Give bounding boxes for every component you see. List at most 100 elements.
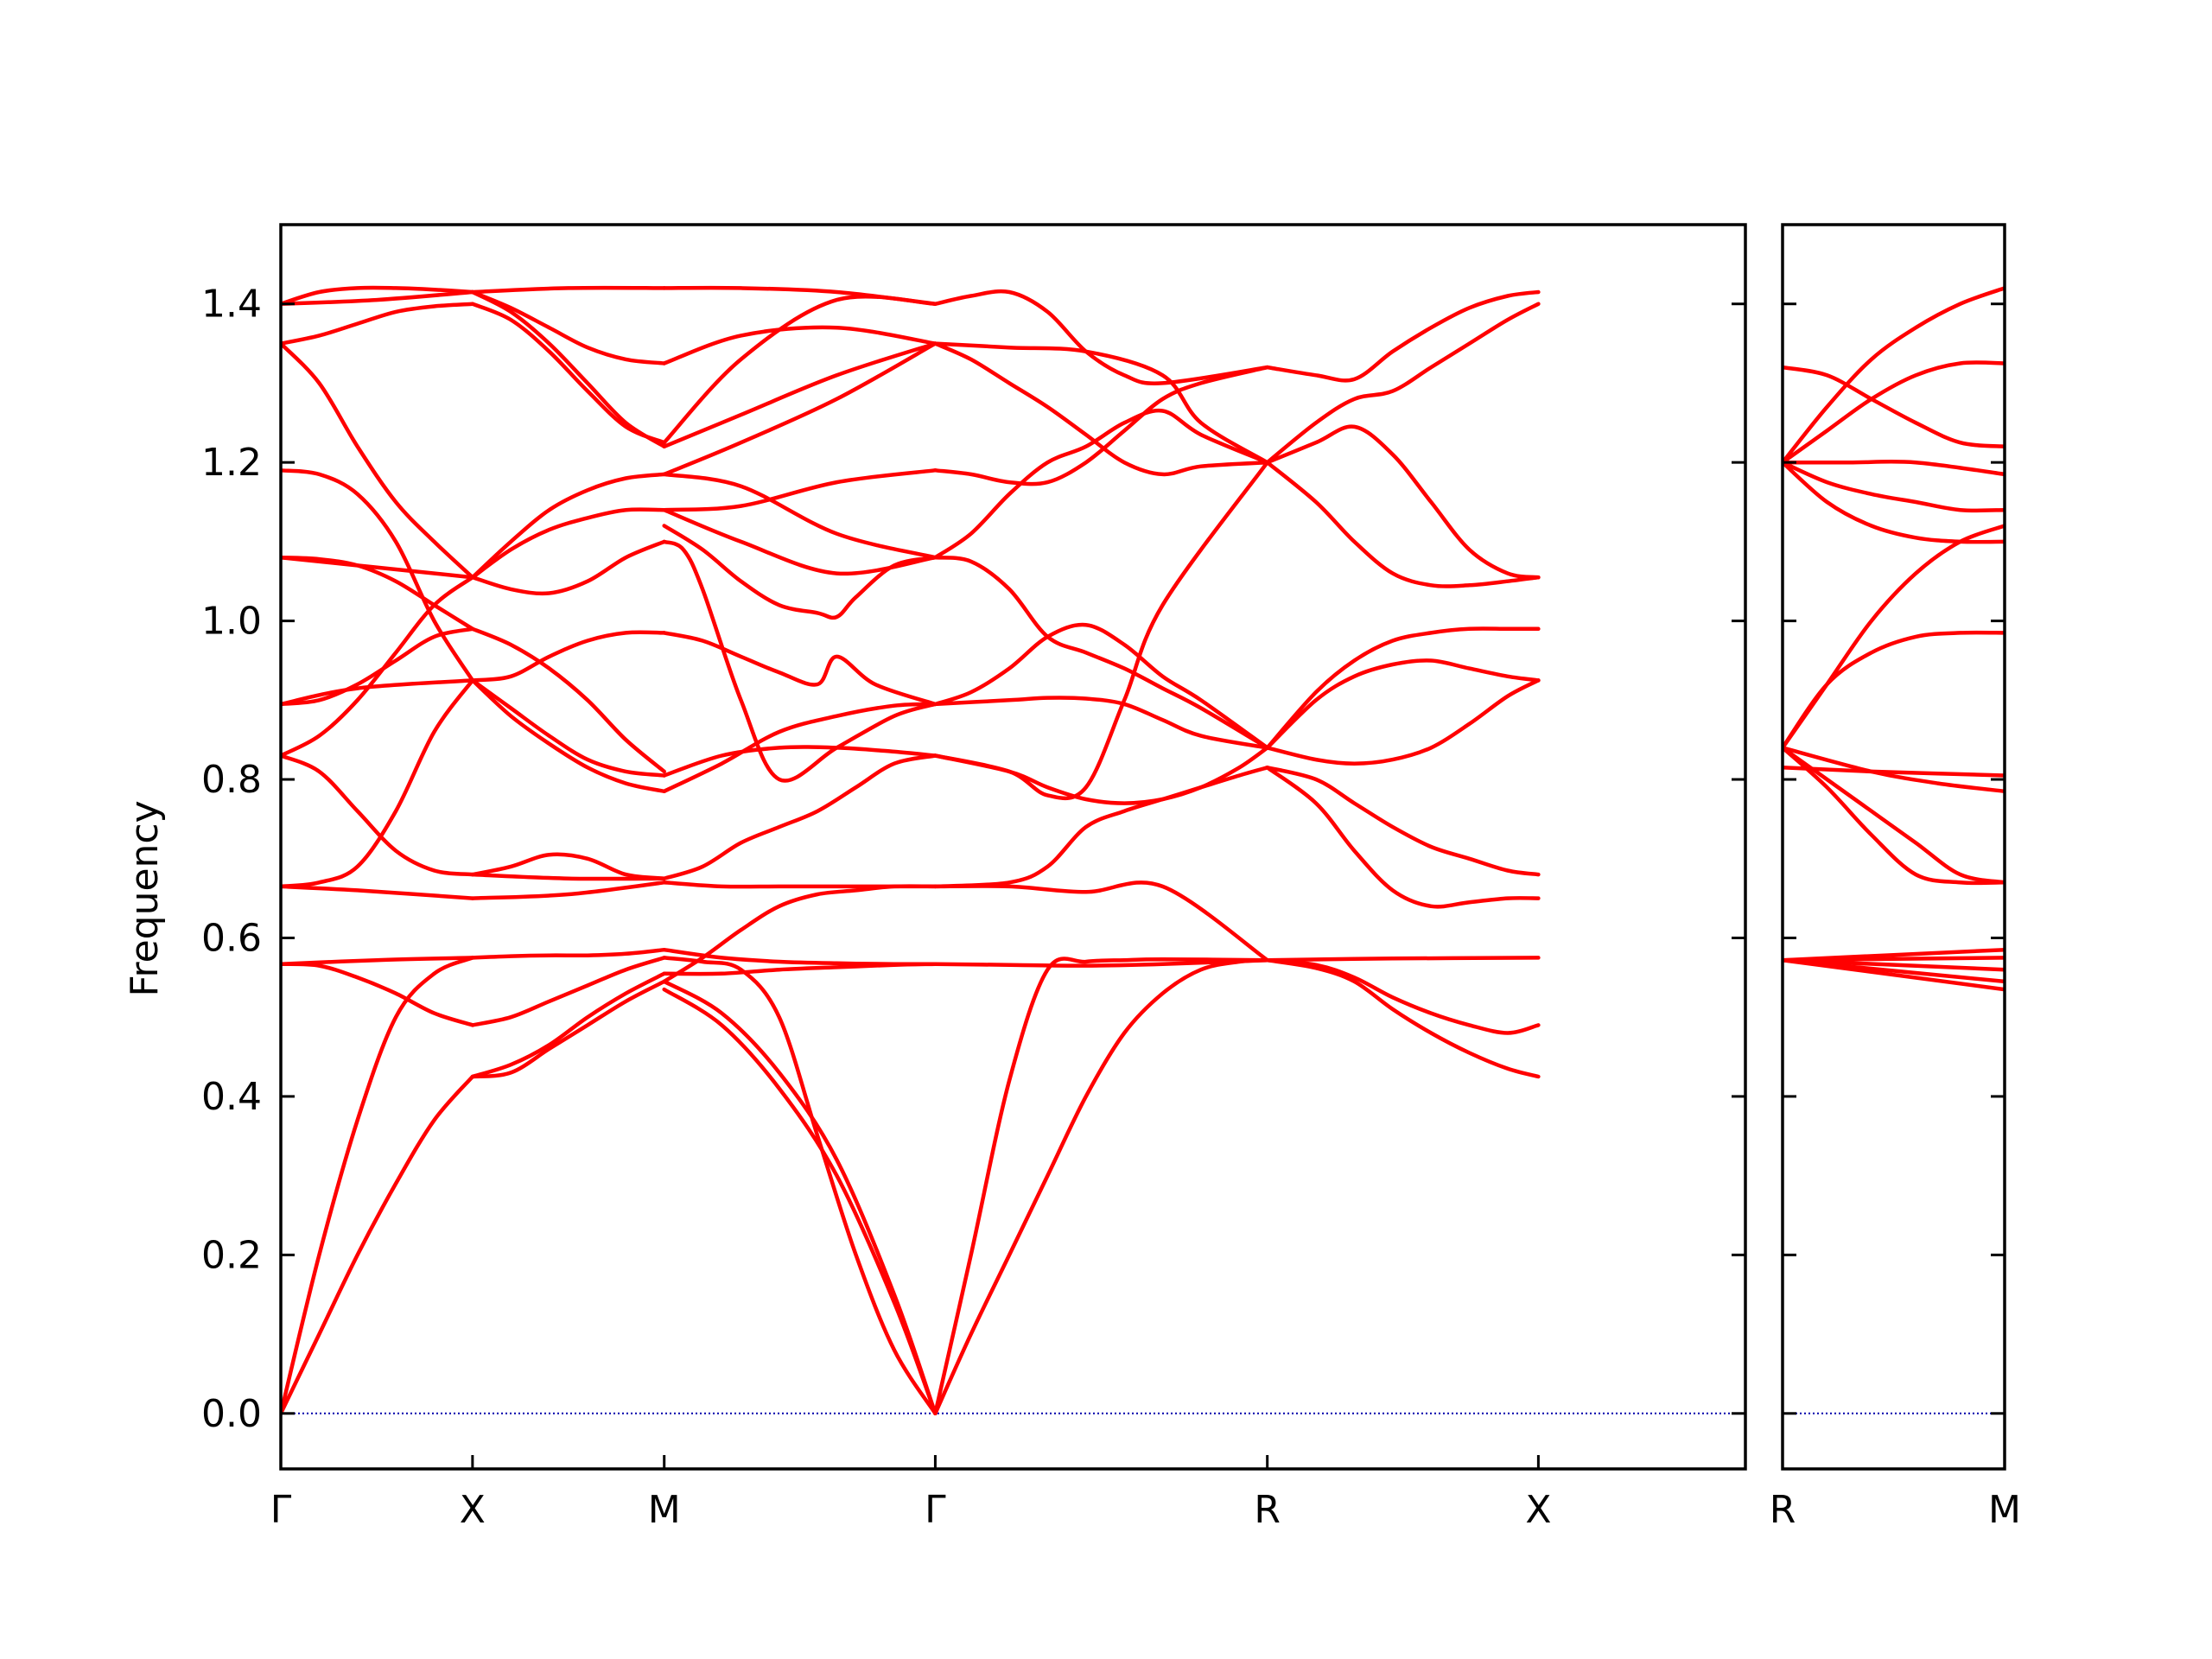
x-tick-label: Γ	[270, 1488, 292, 1532]
phonon-branch	[281, 962, 475, 1027]
phonon-branch	[662, 285, 938, 306]
phonon-branch	[281, 555, 475, 580]
phonon-branch	[281, 555, 475, 632]
phonon-branch	[470, 472, 666, 580]
phonon-branch	[933, 341, 1269, 477]
phonon-branch	[1783, 286, 2005, 465]
phonon-branch	[470, 880, 666, 900]
phonon-branch	[470, 678, 666, 778]
y-tick-label: 0.0	[201, 1392, 262, 1436]
phonon-branch	[470, 289, 666, 449]
phonon-branch	[281, 753, 475, 877]
phonon-branch	[470, 956, 666, 1027]
phonon-branch	[662, 956, 938, 1416]
phonon-branch	[933, 555, 1269, 750]
phonon-branch	[281, 884, 475, 900]
phonon-branch	[662, 524, 938, 620]
phonon-branch	[662, 753, 938, 880]
x-tick-label: M	[1988, 1488, 2021, 1532]
phonon-branch	[1265, 424, 1541, 580]
phonon-branch	[1783, 746, 2005, 886]
phonon-branch	[933, 460, 1269, 801]
phonon-branch	[281, 302, 475, 346]
phonon-branch	[933, 289, 1269, 385]
phonon-branch	[1265, 957, 1541, 1079]
phonon-branch	[470, 507, 666, 580]
y-tick-label: 1.0	[201, 600, 262, 644]
phonon-branch	[1265, 626, 1541, 750]
phonon-branch	[662, 325, 938, 365]
phonon-branch	[662, 341, 938, 477]
phonon-branch	[933, 408, 1269, 560]
phonon-branch	[662, 507, 938, 576]
phonon-branch	[1265, 957, 1541, 1035]
phonon-branch	[933, 696, 1269, 750]
y-tick-label: 1.4	[201, 283, 262, 327]
x-tick-label: Γ	[925, 1488, 946, 1532]
phonon-branch	[470, 302, 666, 445]
y-tick-label: 1.2	[201, 441, 262, 485]
phonon-branch	[662, 947, 938, 967]
phonon-branch	[1783, 957, 2005, 992]
phonon-branch	[470, 285, 666, 295]
y-tick-label: 0.4	[201, 1075, 262, 1119]
phonon-branch	[281, 626, 475, 707]
phonon-branch	[662, 880, 938, 889]
phonon-branch	[933, 957, 1269, 968]
phonon-branch	[1783, 746, 2005, 885]
x-tick-label: X	[1525, 1488, 1551, 1532]
phonon-branch	[933, 365, 1269, 486]
panel-1: Γ X M Γ R X 0.0 0.2 0.4 0.6 0.8 1.0 1.2 1.4	[201, 223, 1747, 1532]
phonon-branch	[662, 702, 938, 794]
phonon-branch	[933, 957, 1269, 1416]
chart-panels: Γ X M Γ R X0.00.20.40.60.81.01.21.4R M	[201, 223, 2021, 1532]
phonon-branch	[281, 956, 475, 1416]
branch-group	[1783, 286, 2005, 992]
phonon-branch	[662, 539, 938, 783]
phonon-branch	[933, 341, 1269, 465]
x-tick-label: R	[1254, 1488, 1281, 1532]
phonon-branch	[1783, 365, 2005, 449]
phonon-branch	[933, 766, 1269, 889]
x-tick-label: R	[1770, 1488, 1796, 1532]
phonon-branch	[470, 947, 666, 960]
phonon-branch	[470, 539, 666, 596]
phonon-branch	[662, 341, 938, 449]
x-tick-label: X	[460, 1488, 486, 1532]
phonon-branch	[662, 472, 938, 560]
phonon-branch	[470, 678, 666, 794]
phonon-branch	[662, 631, 938, 707]
phonon-branch	[281, 285, 475, 306]
phonon-branch	[1265, 658, 1541, 750]
phonon-branch	[281, 575, 475, 758]
phonon-branch	[933, 622, 1269, 750]
phonon-branch	[1265, 302, 1541, 465]
y-axis-label: Frequency	[123, 800, 167, 996]
phonon-branch	[470, 289, 666, 365]
phonon-branch	[470, 979, 666, 1079]
phonon-branch	[281, 678, 475, 707]
phonon-branch	[662, 468, 938, 512]
plot-frame	[279, 223, 1747, 1471]
phonon-branch	[1783, 360, 2005, 465]
branch-group	[281, 285, 1541, 1416]
phonon-branch	[281, 468, 475, 683]
plot-frame	[1781, 223, 2006, 1471]
phonon-branch	[662, 979, 938, 1416]
phonon-branch	[281, 956, 475, 966]
phonon-branch	[1265, 956, 1541, 963]
phonon-branch	[1783, 630, 2005, 750]
phonon-branch	[662, 745, 938, 778]
phonon-branch	[1783, 459, 2005, 477]
y-tick-label: 0.6	[201, 916, 262, 960]
phonon-branch	[933, 957, 1269, 1416]
y-tick-label: 0.2	[201, 1233, 262, 1277]
phonon-branch	[470, 626, 666, 774]
phonon-branch	[281, 341, 475, 580]
phonon-branch	[470, 872, 666, 881]
phonon-branch	[1265, 766, 1541, 877]
x-tick-label: M	[648, 1488, 681, 1532]
phonon-branch	[281, 289, 475, 306]
